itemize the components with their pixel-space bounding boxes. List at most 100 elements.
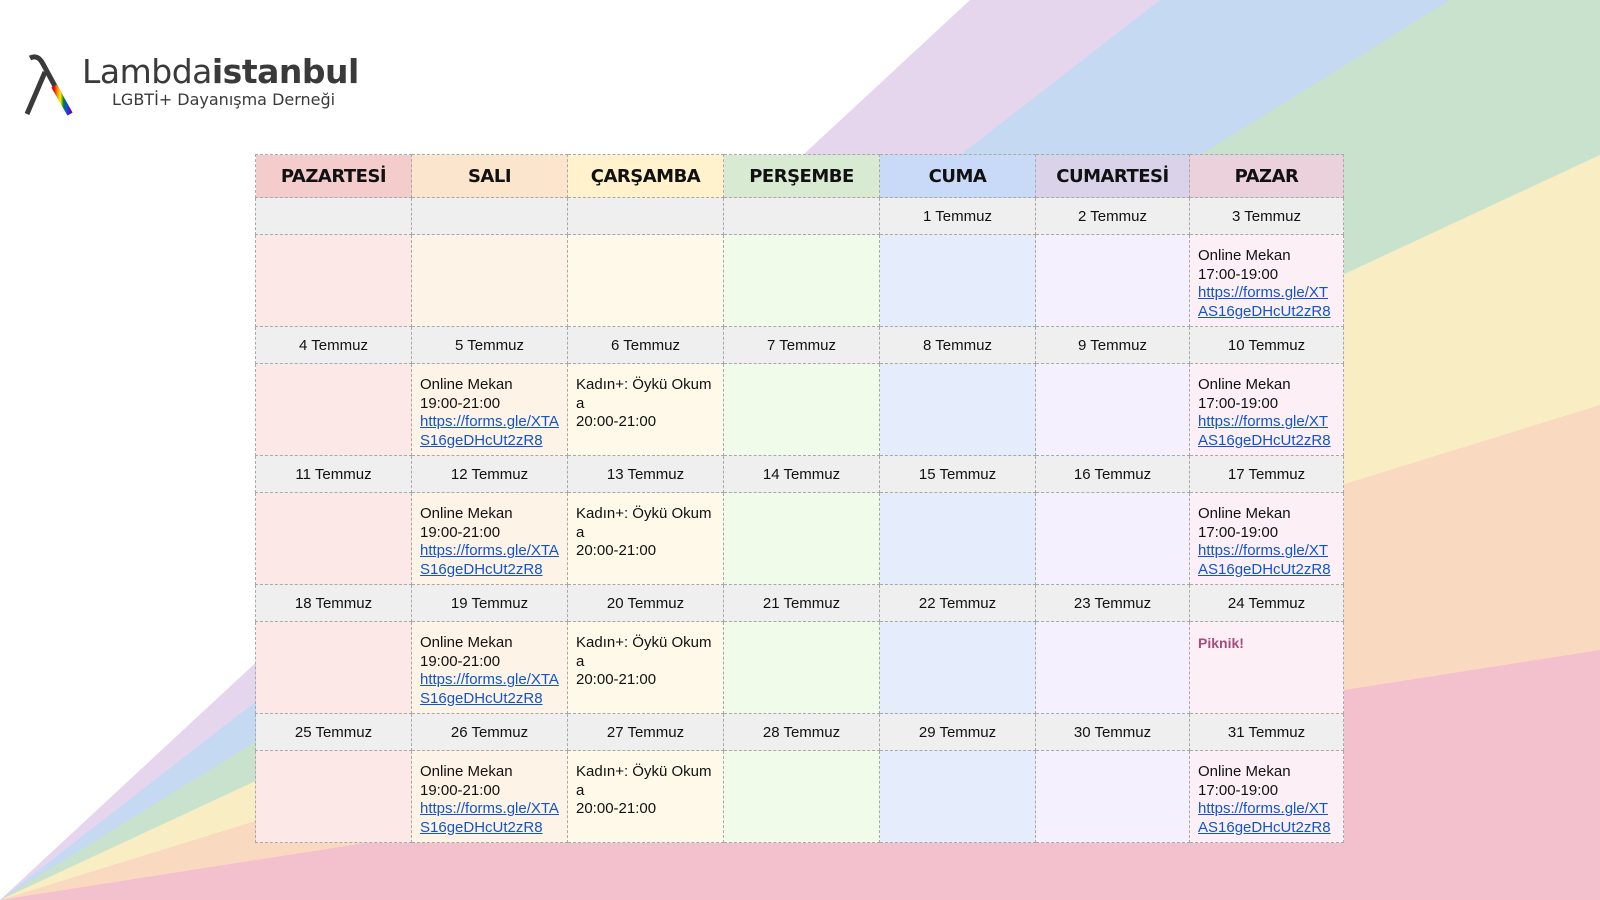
event-cell: Kadın+: Öykü Okuma 20:00-21:00 [567,492,724,585]
date-cell: 17 Temmuz [1189,455,1344,493]
weekday-header: PAZAR [1189,154,1344,198]
date-cell: 24 Temmuz [1189,584,1344,622]
event-cell [255,363,412,456]
event-cell: Online Mekan 19:00-21:00 https://forms.gle… [411,621,568,714]
logo-tagline: LGBTİ+ Dayanışma Derneği [112,90,336,109]
date-row: 25 Temmuz 26 Temmuz 27 Temmuz 28 Temmuz 29 T… [255,713,1344,751]
registration-link[interactable]: https://forms.gle/XTAS16geDHcUt2zR8 [1198,413,1331,449]
event-cell [567,234,724,327]
date-cell: 4 Temmuz [255,326,412,364]
date-cell: 21 Temmuz [723,584,880,622]
event-time: 17:00-19:00 [1198,394,1279,412]
date-cell [411,197,568,235]
event-cell: Online Mekan 17:00-19:00 https://forms.gle… [1189,492,1344,585]
event-cell: Online Mekan 17:00-19:00 https://forms.gle… [1189,363,1344,456]
event-cell: Kadın+: Öykü Okuma 20:00-21:00 [567,750,724,843]
event-cell: Piknik! [1189,621,1344,714]
event-cell [1035,234,1190,327]
date-cell: 31 Temmuz [1189,713,1344,751]
date-cell: 9 Temmuz [1035,326,1190,364]
event-title: Kadın+: Öykü Okuma [576,505,712,541]
date-row: 11 Temmuz 12 Temmuz 13 Temmuz 14 Temmuz 15 T… [255,455,1344,493]
event-cell [255,234,412,327]
date-cell: 18 Temmuz [255,584,412,622]
event-time: 17:00-19:00 [1198,265,1279,283]
event-cell [879,492,1036,585]
event-cell: Kadın+: Öykü Okuma 20:00-21:00 [567,621,724,714]
event-cell [723,234,880,327]
event-cell [1035,750,1190,843]
event-cell [255,492,412,585]
event-cell [1035,621,1190,714]
event-details: Online Mekan 17:00-19:00 https://forms.gle… [1190,751,1343,837]
event-details: Online Mekan 17:00-19:00 https://forms.gle… [1190,493,1343,579]
event-title: Kadın+: Öykü Okuma [576,376,712,412]
event-details: Piknik! [1190,622,1343,653]
event-cell [879,234,1036,327]
event-title: Online Mekan [420,634,513,651]
event-time: 20:00-21:00 [576,671,657,688]
event-row: Online Mekan 17:00-19:00 https://forms.gle… [255,234,1344,327]
date-cell: 27 Temmuz [567,713,724,751]
event-cell [255,621,412,714]
event-cell: Online Mekan 19:00-21:00 https://forms.gle… [411,750,568,843]
date-row: 1 Temmuz 2 Temmuz 3 Temmuz [255,197,1344,235]
date-cell [255,197,412,235]
event-title: Online Mekan [1198,247,1291,264]
event-time: 17:00-19:00 [1198,781,1279,799]
date-cell: 16 Temmuz [1035,455,1190,493]
event-cell [723,750,880,843]
event-row: Online Mekan 19:00-21:00 https://forms.gle… [255,363,1344,456]
weekday-header-row: PAZARTESİ SALI ÇARŞAMBA PERŞEMBE CUMA CUMARTE… [255,154,1344,198]
event-title: Kadın+: Öykü Okuma [576,634,712,670]
event-time: 19:00-21:00 [420,781,501,799]
date-cell: 15 Temmuz [879,455,1036,493]
event-title: Online Mekan [1198,376,1291,393]
date-cell: 30 Temmuz [1035,713,1190,751]
date-cell: 12 Temmuz [411,455,568,493]
event-cell [723,621,880,714]
date-cell: 6 Temmuz [567,326,724,364]
date-cell: 22 Temmuz [879,584,1036,622]
event-cell: Kadın+: Öykü Okuma 20:00-21:00 [567,363,724,456]
event-details: Online Mekan 17:00-19:00 https://forms.gle… [1190,364,1343,450]
event-row: Online Mekan 19:00-21:00 https://forms.gle… [255,492,1344,585]
logo-wordmark: Lambdaistanbul [82,52,359,91]
event-cell [723,492,880,585]
date-cell: 13 Temmuz [567,455,724,493]
weekday-header: ÇARŞAMBA [567,154,724,198]
registration-link[interactable]: https://forms.gle/XTAS16geDHcUt2zR8 [1198,542,1331,578]
event-details: Online Mekan 19:00-21:00 https://forms.gle… [412,364,567,450]
date-cell: 7 Temmuz [723,326,880,364]
date-cell: 28 Temmuz [723,713,880,751]
lambda-logo-icon [24,54,73,116]
event-cell [879,363,1036,456]
event-title: Online Mekan [420,505,513,522]
registration-link[interactable]: https://forms.gle/XTAS16geDHcUt2zR8 [420,413,559,449]
event-cell: Online Mekan 17:00-19:00 https://forms.gle… [1189,750,1344,843]
weekday-header: PERŞEMBE [723,154,880,198]
date-cell: 8 Temmuz [879,326,1036,364]
event-title: Online Mekan [420,763,513,780]
event-details: Online Mekan 17:00-19:00 https://forms.gle… [1190,235,1343,321]
registration-link[interactable]: https://forms.gle/XTAS16geDHcUt2zR8 [420,542,559,578]
date-row: 18 Temmuz 19 Temmuz 20 Temmuz 21 Temmuz 22 T… [255,584,1344,622]
registration-link[interactable]: https://forms.gle/XTAS16geDHcUt2zR8 [1198,800,1331,836]
event-time: 17:00-19:00 [1198,523,1279,541]
registration-link[interactable]: https://forms.gle/XTAS16geDHcUt2zR8 [420,671,559,707]
date-cell: 19 Temmuz [411,584,568,622]
event-cell [879,621,1036,714]
date-cell: 14 Temmuz [723,455,880,493]
registration-link[interactable]: https://forms.gle/XTAS16geDHcUt2zR8 [420,800,559,836]
event-cell [411,234,568,327]
event-title: Online Mekan [420,376,513,393]
event-time: 20:00-21:00 [576,542,657,559]
event-cell [879,750,1036,843]
weekday-header: SALI [411,154,568,198]
date-cell: 3 Temmuz [1189,197,1344,235]
date-cell: 11 Temmuz [255,455,412,493]
lambdaistanbul-logo: Lambdaistanbul LGBTİ+ Dayanışma Derneği [24,52,359,122]
registration-link[interactable]: https://forms.gle/XTAS16geDHcUt2zR8 [1198,284,1331,320]
event-details: Online Mekan 19:00-21:00 https://forms.gle… [412,622,567,708]
event-details: Kadın+: Öykü Okuma 20:00-21:00 [568,493,723,561]
